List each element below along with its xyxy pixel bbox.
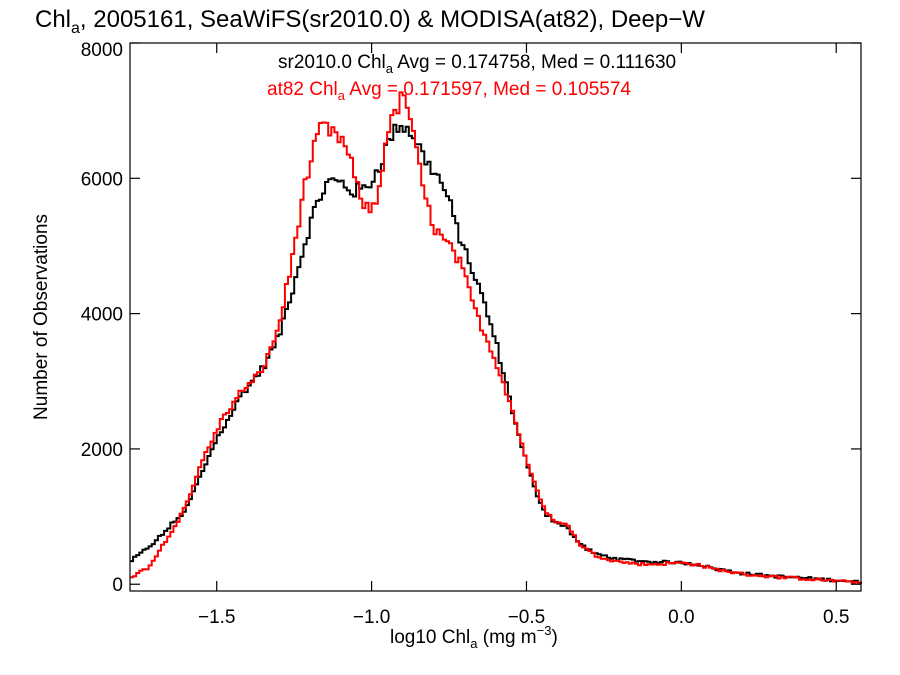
x-axis-label: log10 Chla (mg m−3): [390, 623, 558, 651]
x-tick-label-4: 0.5: [823, 607, 849, 628]
y-tick-label-3: 6000: [81, 169, 123, 190]
series-layer: [130, 91, 862, 585]
x-tick-label-0: −1.5: [198, 607, 236, 628]
chart-title: Chla, 2005161, SeaWiFS(sr2010.0) & MODIS…: [35, 6, 705, 37]
y-tick-label-2: 4000: [81, 305, 123, 326]
annotation-at82: at82 Chla Avg = 0.171597, Med = 0.105574: [267, 79, 631, 103]
annotation-sr2010: sr2010.0 Chla Avg = 0.174758, Med = 0.11…: [278, 52, 676, 76]
y-tick-label-4: 8000: [81, 40, 123, 61]
tick-layer: −1.5 −1.0 −0.5 0.0 0.5 0 2000 4000 6000 8000: [81, 40, 861, 628]
x-tick-label-3: 0.0: [668, 607, 694, 628]
y-axis-label: Number of Observations: [31, 214, 52, 420]
plot-frame: [129, 42, 862, 592]
series-line-1: [130, 91, 862, 585]
y-tick-label-0: 0: [112, 575, 123, 596]
y-tick-label-1: 2000: [81, 440, 123, 461]
x-tick-label-2: −0.5: [508, 607, 546, 628]
x-tick-label-1: −1.0: [353, 607, 391, 628]
